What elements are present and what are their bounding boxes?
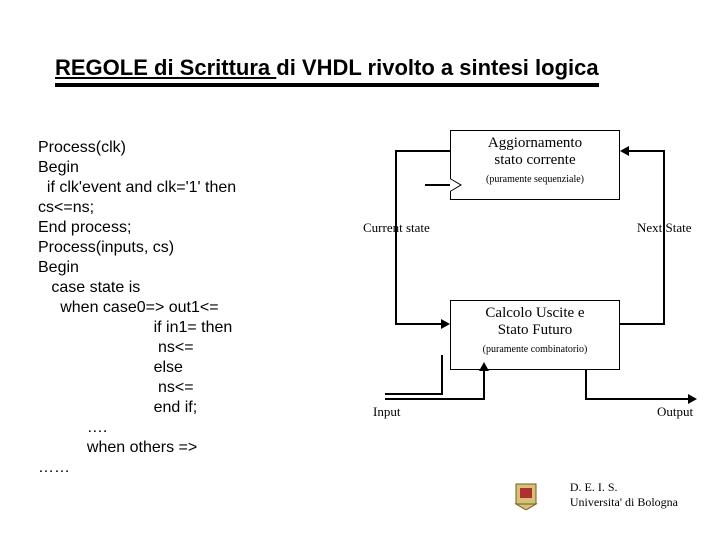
wire: [395, 150, 450, 152]
clock-triangle-icon: [450, 179, 460, 191]
footer-line2: Universita' di Bologna: [570, 495, 678, 510]
wire: [585, 370, 587, 400]
code-line: else: [38, 359, 183, 376]
code-line: if in1= then: [38, 319, 232, 336]
university-crest-icon: [514, 482, 538, 510]
wire: [441, 355, 443, 395]
code-line: Process(inputs, cs): [38, 239, 174, 256]
arrowhead-icon: [620, 146, 629, 156]
code-line: end if;: [38, 399, 197, 416]
wire: [483, 370, 485, 400]
box2-note: (puramente combinatorio): [451, 340, 619, 355]
code-line: when case0=> out1<=: [38, 299, 219, 316]
code-line: Begin: [38, 159, 79, 176]
wire: [663, 150, 665, 325]
wire: [620, 323, 665, 325]
label-current-state: Current state: [363, 220, 430, 236]
box1-title: Aggiornamento stato corrente: [451, 131, 619, 170]
wire: [385, 398, 485, 400]
label-input: Input: [373, 404, 400, 420]
slide-title: REGOLE di Scrittura di VHDL rivolto a si…: [55, 55, 599, 87]
wire: [395, 323, 443, 325]
wire: [629, 150, 665, 152]
code-line: ….: [38, 419, 107, 436]
code-line: ……: [38, 459, 70, 476]
fsm-diagram: Aggiornamento stato corrente (puramente …: [375, 130, 705, 430]
code-line: ns<=: [38, 339, 194, 356]
title-underlined: REGOLE di Scrittura: [55, 55, 276, 80]
title-rest: di VHDL rivolto a sintesi logica: [276, 55, 598, 80]
code-line: case state is: [38, 279, 140, 296]
code-line: Process(clk): [38, 139, 126, 156]
box-compute-outputs: Calcolo Uscite e Stato Futuro (puramente…: [450, 300, 620, 370]
wire: [585, 398, 690, 400]
label-next-state: Next State: [637, 220, 692, 236]
box-update-state: Aggiornamento stato corrente (puramente …: [450, 130, 620, 200]
code-line: Begin: [38, 259, 79, 276]
arrowhead-icon: [688, 394, 697, 404]
label-output: Output: [657, 404, 693, 420]
vhdl-code-block: Process(clk) Begin if clk'event and clk=…: [38, 118, 236, 478]
wire: [425, 184, 450, 186]
code-line: ns<=: [38, 379, 194, 396]
arrowhead-icon: [479, 362, 489, 371]
box1-note: (puramente sequenziale): [451, 170, 619, 185]
code-line: if clk'event and clk='1' then: [38, 179, 236, 196]
box2-title: Calcolo Uscite e Stato Futuro: [451, 301, 619, 340]
footer: D. E. I. S. Universita' di Bologna: [570, 480, 678, 510]
wire: [395, 150, 397, 325]
code-line: cs<=ns;: [38, 199, 94, 216]
code-line: when others =>: [38, 439, 197, 456]
wire: [385, 393, 443, 395]
footer-line1: D. E. I. S.: [570, 480, 678, 495]
code-line: End process;: [38, 219, 131, 236]
arrowhead-icon: [441, 319, 450, 329]
